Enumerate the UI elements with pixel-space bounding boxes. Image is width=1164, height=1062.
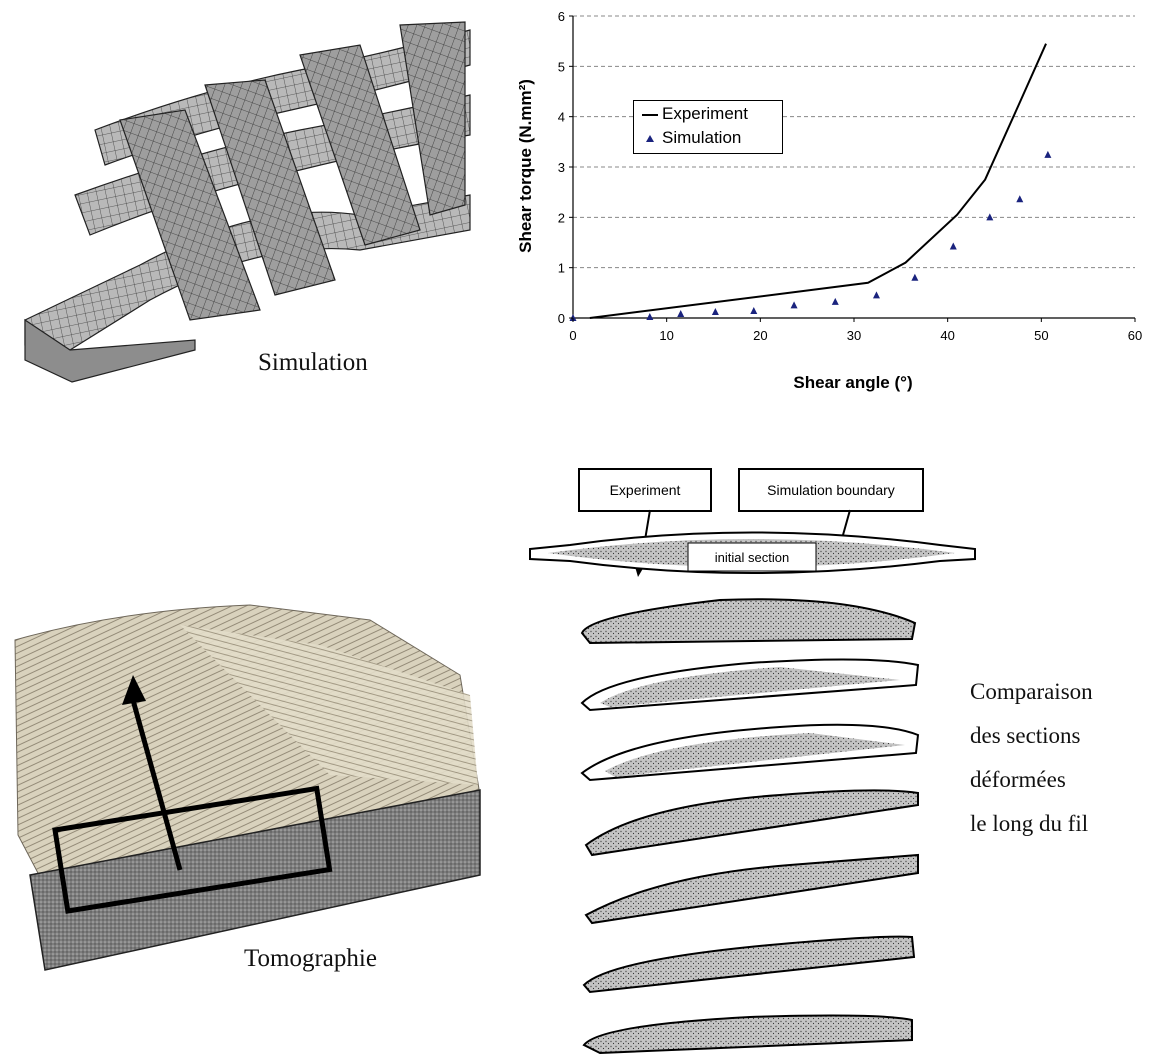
- cross-sections-figure: initial section: [520, 505, 990, 1057]
- comparison-note-line-2: des sections: [970, 723, 1081, 748]
- simulation-point: [949, 242, 957, 250]
- x-tick-label: 40: [940, 328, 954, 343]
- x-tick-label: 0: [569, 328, 576, 343]
- legend-line-swatch: [642, 113, 658, 116]
- legend-label-experiment: Experiment: [662, 104, 748, 123]
- y-tick-label: 0: [558, 311, 565, 326]
- chart-legend: Experiment Simulation: [633, 100, 783, 154]
- simulation-mesh-image: [0, 0, 480, 385]
- simulation-point: [986, 213, 994, 221]
- initial-section-label: initial section: [715, 550, 789, 565]
- simulation-point: [677, 309, 685, 317]
- x-tick-label: 20: [753, 328, 767, 343]
- y-tick-label: 3: [558, 160, 565, 175]
- y-tick-label: 4: [558, 110, 565, 125]
- simulation-point: [646, 312, 654, 320]
- simulation-boundary-label-box: Simulation boundary: [738, 468, 924, 512]
- tomography-caption: Tomographie: [244, 945, 377, 972]
- simulation-caption: Simulation: [258, 349, 368, 376]
- y-tick-label: 2: [558, 210, 565, 225]
- legend-label-simulation: Simulation: [662, 128, 742, 147]
- simulation-point: [750, 306, 758, 314]
- x-tick-label: 50: [1034, 328, 1048, 343]
- deformed-section-2: [580, 658, 920, 712]
- experiment-series-line: [589, 43, 1047, 319]
- deformed-section-4: [584, 789, 919, 857]
- simulation-point: [790, 301, 798, 309]
- x-tick-label: 10: [659, 328, 673, 343]
- tomography-image: [0, 585, 490, 985]
- x-axis-label: Shear angle (°): [793, 373, 912, 392]
- comparison-note: Comparaison des sections déformées le lo…: [970, 670, 1093, 846]
- x-tick-label: 30: [847, 328, 861, 343]
- simulation-point: [831, 297, 839, 305]
- simulation-point: [711, 307, 719, 315]
- legend-item-experiment: Experiment: [642, 104, 748, 124]
- legend-item-simulation: Simulation: [642, 128, 741, 148]
- simulation-point: [911, 273, 919, 281]
- shear-chart: 0 1 2 3 4 5 6 0 10 20 30 40 50 60 Shear angle (°) She…: [505, 0, 1164, 400]
- y-axis-label: Shear torque (N.mm²): [516, 79, 535, 253]
- y-tick-label: 1: [558, 261, 565, 276]
- deformed-section-6: [582, 935, 916, 994]
- comparison-note-line-1: Comparaison: [970, 679, 1093, 704]
- deformed-section-5: [584, 853, 919, 925]
- y-tick-label: 6: [558, 9, 565, 24]
- comparison-note-line-3: déformées: [970, 767, 1066, 792]
- simulation-point: [872, 291, 880, 299]
- section-highlight-box: [52, 785, 333, 914]
- simulation-point: [1016, 195, 1024, 203]
- deformed-section-1: [580, 598, 917, 645]
- x-tick-label: 60: [1128, 328, 1142, 343]
- legend-triangle-swatch: [646, 135, 654, 143]
- experiment-label-box: Experiment: [578, 468, 712, 512]
- comparison-note-line-4: le long du fil: [970, 811, 1089, 836]
- simulation-point: [1044, 150, 1052, 158]
- y-tick-label: 5: [558, 59, 565, 74]
- deformed-section-7: [582, 1014, 913, 1055]
- deformed-section-3: [580, 723, 920, 782]
